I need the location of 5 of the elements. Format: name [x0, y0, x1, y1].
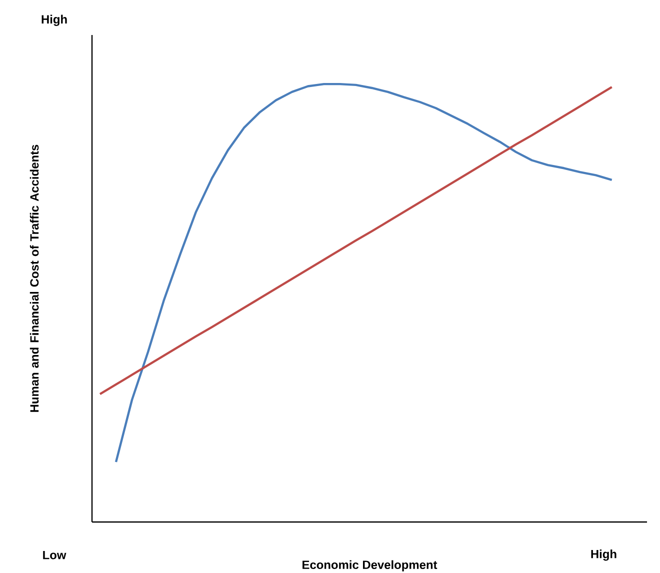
- y-axis-title: Human and Financial Cost of Traffic Accidents: [30, 144, 39, 412]
- x-axis-title: Economic Development: [302, 560, 438, 572]
- text: High: [42, 14, 67, 26]
- text: Low: [43, 550, 66, 560]
- text: High: [591, 550, 616, 561]
